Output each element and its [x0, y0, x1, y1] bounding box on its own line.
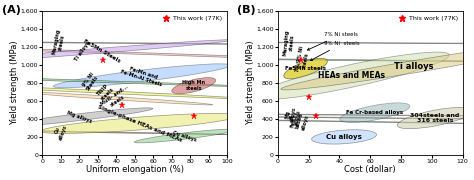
Ellipse shape: [82, 115, 474, 119]
Ellipse shape: [77, 113, 474, 116]
Text: TWIP
steels: TWIP steels: [95, 82, 115, 102]
Text: Mult- and...
steels: Mult- and... steels: [100, 85, 132, 112]
Ellipse shape: [0, 128, 252, 135]
Ellipse shape: [0, 38, 474, 48]
Text: 304steels and
316 steels: 304steels and 316 steels: [410, 113, 459, 123]
Ellipse shape: [53, 64, 231, 88]
Legend: This work (77K): This work (77K): [394, 14, 459, 22]
X-axis label: Cost (dollar): Cost (dollar): [345, 165, 396, 174]
Ellipse shape: [172, 78, 216, 94]
Text: Al
alloys: Al alloys: [288, 108, 301, 126]
Ellipse shape: [6, 108, 153, 126]
Ellipse shape: [19, 92, 213, 105]
Text: (A): (A): [1, 5, 20, 15]
Text: (B): (B): [237, 5, 256, 15]
Text: Single-phase HEAs and MEAs: Single-phase HEAs and MEAs: [97, 104, 183, 143]
Ellipse shape: [0, 56, 474, 63]
Text: Fe-Cr-
based
alloys: Fe-Cr- based alloys: [289, 111, 310, 131]
Ellipse shape: [284, 58, 328, 79]
Ellipse shape: [0, 75, 272, 87]
Y-axis label: Yield strength (MPa): Yield strength (MPa): [10, 41, 19, 125]
Text: 7%/9% Ni
steels: 7%/9% Ni steels: [295, 46, 310, 73]
Text: Fe Cr-based alloys: Fe Cr-based alloys: [346, 110, 403, 115]
Text: Cu
alloys: Cu alloys: [53, 122, 69, 141]
Ellipse shape: [254, 52, 449, 100]
Ellipse shape: [134, 129, 235, 143]
Ellipse shape: [0, 40, 474, 45]
Text: Mg alloys: Mg alloys: [66, 110, 92, 124]
Text: Maraging
steels: Maraging steels: [282, 29, 295, 56]
Text: Cu alloys: Cu alloys: [172, 130, 197, 142]
Ellipse shape: [281, 44, 474, 90]
Ellipse shape: [41, 113, 240, 134]
Text: Fe5Mn steels: Fe5Mn steels: [285, 66, 326, 71]
Text: Mg
alloys: Mg alloys: [284, 106, 297, 123]
Text: Ti alloys: Ti alloys: [393, 62, 433, 71]
Ellipse shape: [0, 36, 474, 67]
Ellipse shape: [0, 40, 233, 62]
Text: 9% Ni  steels: 9% Ni steels: [310, 41, 360, 61]
Ellipse shape: [311, 130, 376, 144]
Text: 9% Ni
Steels: 9% Ni Steels: [81, 71, 100, 91]
Text: HEAs and MEAs: HEAs and MEAs: [318, 71, 385, 80]
Ellipse shape: [340, 103, 410, 122]
Text: Ti alloys: Ti alloys: [74, 41, 91, 62]
Text: Fe5Mn Steels: Fe5Mn Steels: [82, 38, 121, 63]
Legend: This work (77K): This work (77K): [158, 14, 224, 22]
Text: Fe₃Mn and
Fe-Mn-Al Steels: Fe₃Mn and Fe-Mn-Al Steels: [120, 64, 164, 88]
Text: 7% Ni steels: 7% Ni steels: [308, 32, 358, 50]
X-axis label: Uniform elongation (%): Uniform elongation (%): [86, 165, 183, 174]
Text: Maraging
steels: Maraging steels: [51, 29, 66, 56]
Ellipse shape: [76, 117, 474, 124]
Y-axis label: Yield strength (MPa): Yield strength (MPa): [246, 41, 255, 125]
Ellipse shape: [0, 85, 249, 99]
Text: Cu alloys: Cu alloys: [326, 134, 362, 140]
Ellipse shape: [397, 107, 473, 129]
Text: High Mn
steels: High Mn steels: [182, 80, 205, 91]
